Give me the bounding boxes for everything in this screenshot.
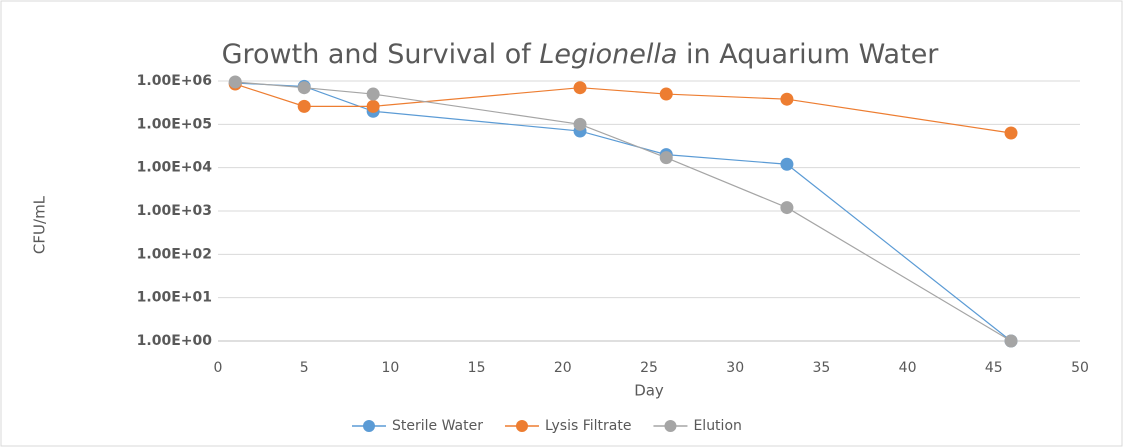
x-tick-label: 10 [381, 360, 399, 376]
x-tick-label: 15 [468, 360, 486, 376]
x-tick-label: 30 [726, 360, 744, 376]
legend-marker [515, 420, 528, 432]
chart-title: Growth and Survival of Legionella in Aqu… [222, 39, 940, 70]
legend-label: Elution [693, 418, 741, 434]
y-tick-label: 1.00E+05 [137, 116, 212, 132]
x-tick-label: 45 [985, 360, 1003, 376]
y-tick-label: 1.00E+02 [137, 246, 212, 262]
y-tick-label: 1.00E+04 [137, 160, 213, 176]
legend-label: Lysis Filtrate [545, 418, 631, 434]
y-axis-title: CFU/mL [31, 195, 49, 254]
x-axis-title: Day [634, 382, 664, 400]
data-point [297, 99, 311, 113]
data-point [1004, 334, 1018, 348]
data-point [1004, 126, 1018, 140]
title-part: Legionella [539, 39, 677, 70]
y-tick-label: 1.00E+01 [137, 290, 212, 306]
legend-label: Sterile Water [392, 418, 483, 434]
x-tick-label: 50 [1071, 360, 1089, 376]
data-point [573, 81, 587, 95]
data-point [573, 117, 587, 131]
data-point [366, 87, 380, 101]
data-point [659, 151, 673, 165]
x-tick-label: 20 [554, 360, 572, 376]
data-point [228, 75, 242, 89]
data-point [659, 87, 673, 101]
title-part: in Aquarium Water [677, 39, 939, 70]
data-point [780, 157, 794, 171]
y-tick-label: 1.00E+06 [137, 73, 212, 89]
x-tick-label: 35 [812, 360, 830, 376]
data-point [366, 99, 380, 113]
x-tick-label: 25 [640, 360, 658, 376]
y-tick-label: 1.00E+03 [137, 203, 212, 219]
data-point [297, 81, 311, 95]
data-point [780, 201, 794, 215]
legend-marker [664, 420, 677, 432]
x-tick-label: 5 [300, 360, 309, 376]
x-tick-label: 40 [899, 360, 917, 376]
title-part: Growth and Survival of [222, 39, 540, 70]
x-tick-label: 0 [214, 360, 223, 376]
legend-marker [363, 420, 375, 432]
data-point [780, 92, 794, 106]
y-tick-label: 1.00E+00 [137, 333, 213, 349]
